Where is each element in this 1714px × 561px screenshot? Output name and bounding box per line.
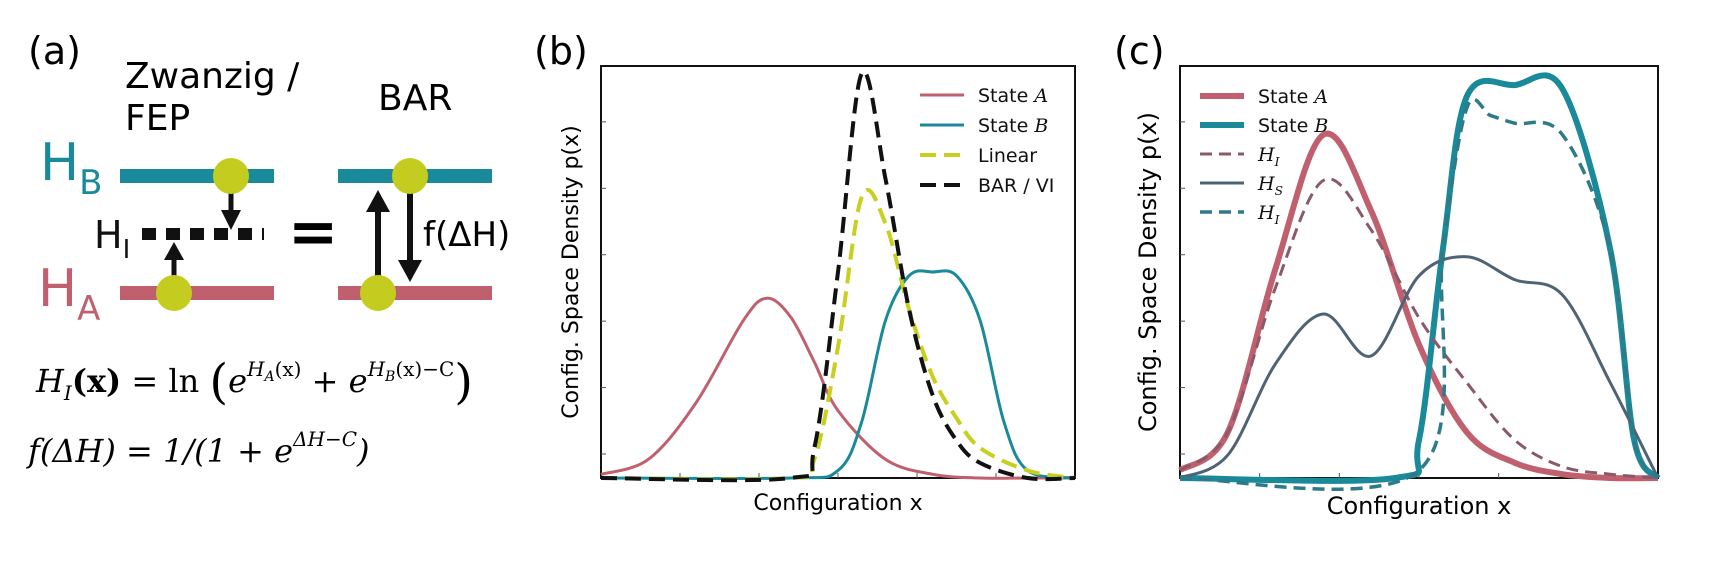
series-linear-line: [600, 187, 1076, 482]
legend-label: HI: [1257, 144, 1281, 169]
legend-label: BAR / VI: [978, 175, 1054, 197]
arrow-a-to-b-head: [366, 190, 390, 212]
panel-b-ylabel: Config. Space Density p(x): [559, 125, 584, 418]
equation-hi: HI(x) = ln (eHA(x) + eHB(x)−C): [35, 354, 473, 410]
legend-label: HI: [1257, 202, 1281, 227]
legend-label: State A: [978, 85, 1048, 107]
legend-label: State B: [1258, 115, 1328, 137]
hi-label: HI: [94, 213, 130, 265]
panel-c-xlabel: Configuration x: [1327, 492, 1512, 520]
hb-label: HB: [40, 133, 102, 203]
panel-a-label: (a): [28, 29, 81, 73]
panel-b-xlabel: Configuration x: [753, 491, 922, 516]
bar-title: BAR: [378, 78, 452, 119]
panel-b: (b) Configuration x Config. Space Densit…: [534, 29, 1076, 516]
zwanzig-title-line1: Zwanzig /: [125, 56, 300, 97]
sample-ball-bar-a: [360, 275, 396, 311]
series-state-b-line: [600, 269, 1076, 481]
sample-ball-fep-a: [156, 275, 192, 311]
series-h-i-a-line: [1179, 177, 1659, 480]
panel-c-label: (c): [1114, 29, 1165, 73]
panel-b-curves: [600, 69, 1076, 483]
ha-label: HA: [38, 259, 100, 329]
legend-label: HS: [1257, 173, 1283, 198]
panel-c-curves: [1178, 72, 1661, 491]
series-h-s-line: [1179, 255, 1660, 480]
series-bar-vi-line: [600, 69, 1076, 483]
panel-c-ylabel: Config. Space Density p(x): [1134, 112, 1162, 432]
panel-b-ticks: [601, 121, 997, 478]
f-delta-h-label: f(ΔH): [423, 215, 510, 255]
arrow-b-to-i-head: [221, 210, 241, 230]
sample-ball-fep-b: [213, 158, 249, 194]
zwanzig-title-line2: FEP: [125, 98, 190, 139]
series-state-b-line: [1179, 72, 1661, 484]
panel-c: (c) Configuration x Config. Space Densit…: [1114, 29, 1661, 520]
arrow-a-to-i-head: [164, 242, 184, 260]
sample-ball-bar-b: [392, 158, 428, 194]
legend-label: Linear: [978, 145, 1037, 167]
panel-a: (a) Zwanzig / FEP BAR HB HA HI = f: [26, 29, 510, 470]
panel-c-axes-frame: [1179, 65, 1659, 479]
series-state-a-line: [600, 296, 1075, 480]
series-h-i-b-line: [1179, 97, 1660, 491]
panel-b-legend: State A State B Linear BAR / VI: [920, 85, 1054, 197]
panel-c-legend: State A State B HI HS HI: [1200, 86, 1328, 227]
equals-sign: =: [288, 197, 338, 267]
arrow-b-to-a-head: [398, 260, 422, 282]
equation-f: f(ΔH) = 1/(1 + eΔH−C): [26, 427, 370, 470]
legend-label: State B: [978, 115, 1048, 137]
panel-b-label: (b): [534, 29, 588, 73]
panel-c-ticks: [1180, 121, 1579, 478]
legend-label: State A: [1258, 86, 1328, 108]
